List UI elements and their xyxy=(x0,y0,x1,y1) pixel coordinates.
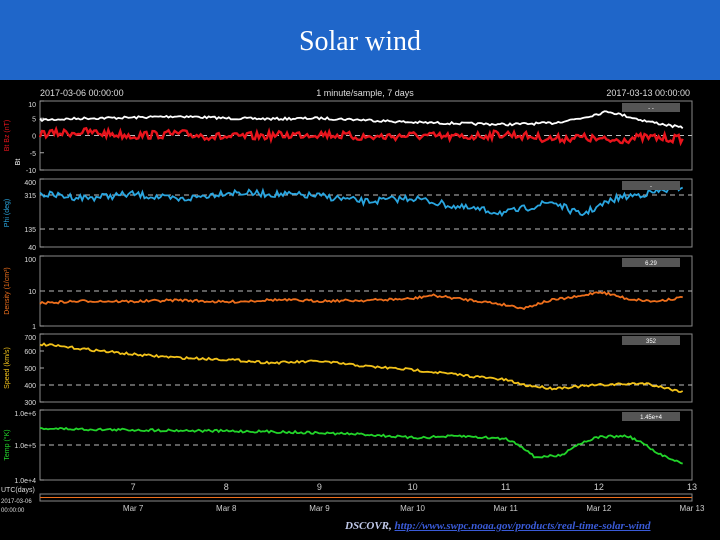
chart-svg: 2017-03-06 00:00:00 1 minute/sample, 7 da… xyxy=(0,84,720,514)
y-tick-label-phi: 135 xyxy=(24,227,36,234)
x-tick-label-date: Mar 9 xyxy=(309,504,330,513)
y-tick-label-speed: 400 xyxy=(24,383,36,390)
y-axis-label-density: Density (1/cm³) xyxy=(4,267,11,314)
header-end-time: 2017-03-13 00:00:00 xyxy=(606,88,690,98)
y-tick-label-mag: -5 xyxy=(30,151,36,158)
readout-value-phi: - xyxy=(650,184,652,190)
readout-box-density xyxy=(622,258,680,267)
y-tick-label-speed: 600 xyxy=(24,349,36,356)
y-tick-label-mag: 10 xyxy=(28,102,36,109)
slide-header xyxy=(0,0,720,80)
y-tick-label-mag: -10 xyxy=(26,168,36,175)
series-line-phi xyxy=(39,183,684,218)
readout-value-mag: - - xyxy=(648,106,654,112)
x-axis-start-date: 2017-03-06 xyxy=(1,499,32,505)
y-tick-label-temp: 1.0e+5 xyxy=(14,443,36,450)
slide-title: Solar wind xyxy=(298,26,422,57)
series-line-bt xyxy=(39,110,684,130)
y-tick-label-phi: 400 xyxy=(24,180,36,187)
x-tick-label-day: 8 xyxy=(224,482,229,492)
y-tick-label-mag: 0 xyxy=(32,134,36,141)
y-axis-label-mag: Bt Bz (nT) xyxy=(4,120,11,152)
readout-box-mag xyxy=(622,103,680,112)
y-axis-label-speed: Speed (km/s) xyxy=(4,347,11,389)
y-tick-label-speed: 700 xyxy=(24,335,36,342)
y-tick-label-mag: 5 xyxy=(32,116,36,123)
readout-value-speed: 352 xyxy=(646,339,657,345)
x-tick-label-date: Mar 8 xyxy=(216,504,237,513)
x-tick-label-day: 11 xyxy=(501,482,510,492)
x-tick-label-day: 10 xyxy=(408,482,418,492)
footer-link[interactable]: http://www.swpc.noaa.gov/products/real-t… xyxy=(394,520,651,532)
x-axis-label: UTC(days) xyxy=(1,487,35,494)
series-line-temp xyxy=(39,426,683,465)
readout-box-speed xyxy=(622,336,680,345)
y-axis-sublabel-mag: Bt xyxy=(15,159,22,166)
header-start-time: 2017-03-06 00:00:00 xyxy=(40,88,124,98)
y-tick-label-density: 100 xyxy=(24,257,36,264)
x-tick-label-day: 13 xyxy=(687,482,697,492)
readout-box-phi xyxy=(622,181,680,190)
x-tick-label-date: Mar 10 xyxy=(400,504,425,513)
x-tick-label-date: Mar 7 xyxy=(123,504,144,513)
x-tick-label-day: 12 xyxy=(594,482,604,492)
header-sampling: 1 minute/sample, 7 days xyxy=(316,88,414,98)
y-axis-label-temp: Temp (°K) xyxy=(3,429,11,460)
solar-wind-chart: 2017-03-06 00:00:00 1 minute/sample, 7 da… xyxy=(0,84,720,514)
y-tick-label-temp: 1.0e+4 xyxy=(14,478,36,485)
slide-footer: DSCOVR, http://www.swpc.noaa.gov/product… xyxy=(345,520,651,532)
panel-frame-phi xyxy=(39,178,693,248)
y-tick-label-speed: 300 xyxy=(24,400,36,407)
series-line-speed xyxy=(39,342,684,393)
chart-background xyxy=(0,84,720,514)
x-tick-label-date: Mar 11 xyxy=(494,504,519,513)
footer-source: DSCOVR, xyxy=(345,520,392,532)
readout-value-density: 6.29 xyxy=(645,261,657,267)
series-line-density xyxy=(39,290,683,311)
y-tick-label-temp: 1.0e+6 xyxy=(14,411,36,418)
readout-value-temp: 1.45e+4 xyxy=(640,415,663,421)
series-line-bz xyxy=(38,125,684,147)
y-tick-label-phi: 40 xyxy=(28,245,36,252)
y-tick-label-density: 10 xyxy=(28,289,36,296)
x-tick-label-day: 7 xyxy=(131,482,136,492)
readout-box-temp xyxy=(622,412,680,421)
x-tick-label-day: 9 xyxy=(317,482,322,492)
y-axis-label-phi: Phi (deg) xyxy=(4,199,11,227)
y-tick-label-phi: 315 xyxy=(24,193,36,200)
x-tick-label-date: Mar 13 xyxy=(680,504,705,513)
y-tick-label-density: 1 xyxy=(32,324,36,331)
x-axis-start-time: 00:00:00 xyxy=(1,508,25,514)
x-tick-label-date: Mar 12 xyxy=(586,504,611,513)
y-tick-label-speed: 500 xyxy=(24,366,36,373)
